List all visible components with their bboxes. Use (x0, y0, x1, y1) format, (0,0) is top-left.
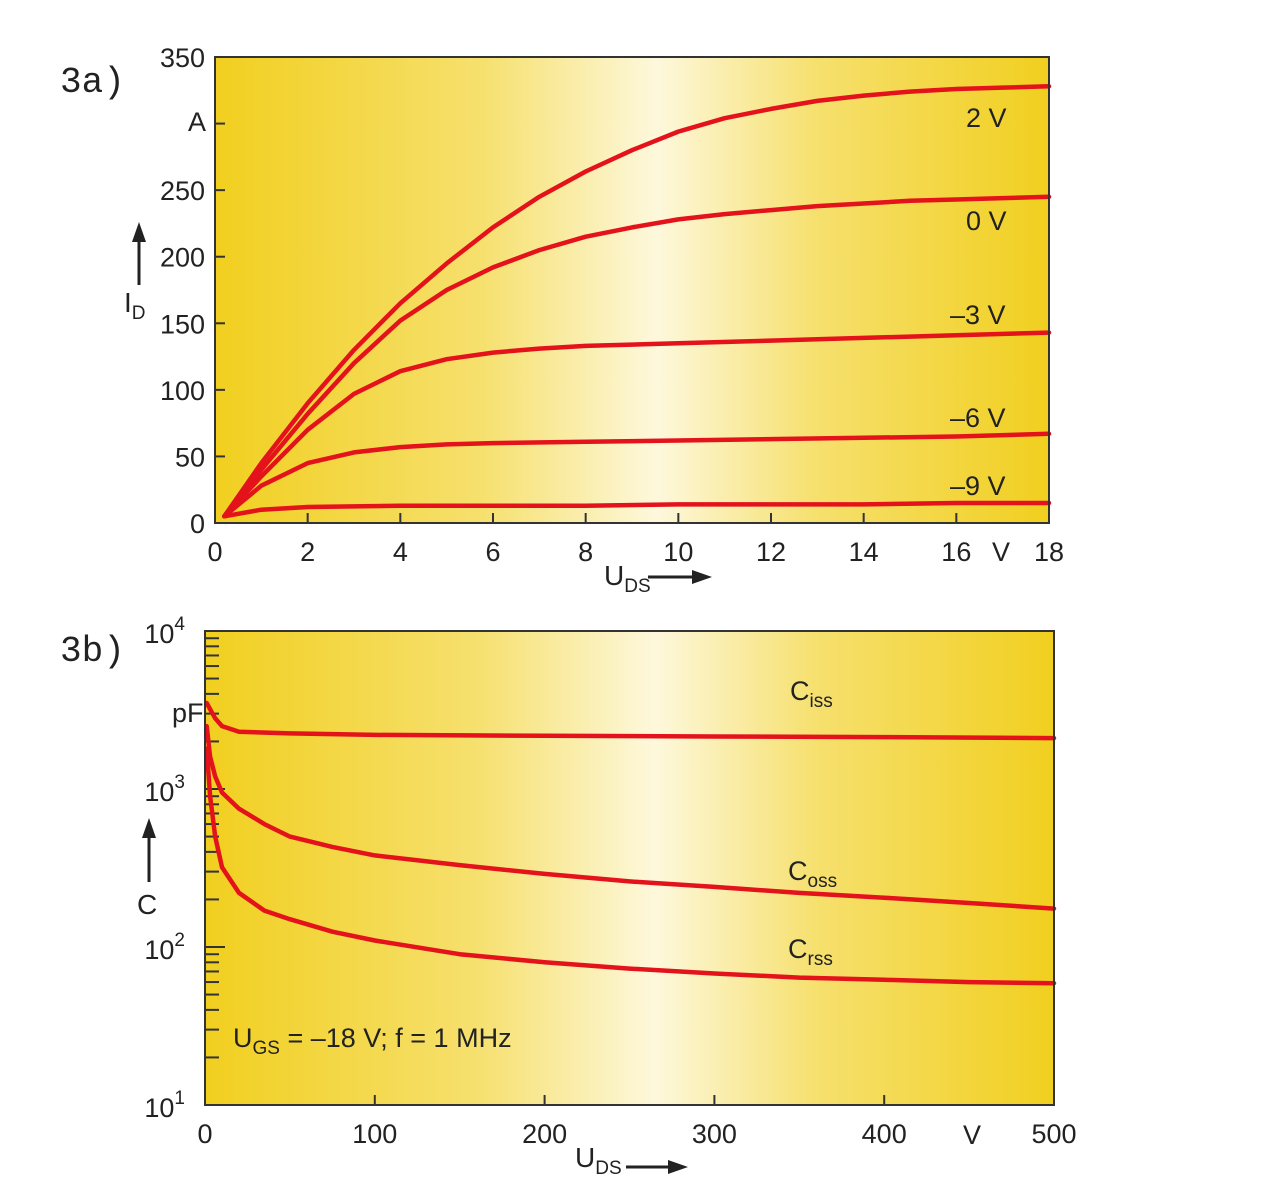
ciss-main: C (790, 676, 810, 706)
y-tick-label: 104 (144, 614, 185, 649)
curve-label-2V: 2 V (966, 103, 1007, 133)
x-unit-3a: V (992, 537, 1010, 567)
ciss-sub: iss (810, 691, 833, 712)
x-tick-label: 0 (207, 537, 222, 567)
curve-label-m3V: –3 V (950, 300, 1006, 330)
annotation-u-sub: GS (253, 1038, 280, 1059)
curve-label-crss: Crss (788, 934, 833, 970)
y-axis-label-3b: C (137, 818, 157, 920)
series-line-3a-2 (222, 330, 1052, 519)
coss-main: C (788, 856, 808, 886)
x-tick-label: 10 (663, 537, 693, 567)
y-tick-base: 10 (144, 619, 174, 649)
curve-label-coss: Coss (788, 856, 837, 892)
y-tick-label: 150 (160, 309, 205, 339)
crss-sub: rss (808, 949, 833, 970)
curve-label-m6V: –6 V (950, 403, 1006, 433)
y-tick-exp: 1 (174, 1088, 185, 1109)
x-axis-arrow-head-icon (692, 570, 712, 584)
y-unit-3b: pF (172, 698, 204, 728)
x-tick-label: 14 (849, 537, 879, 567)
y-tick-label: 350 (160, 43, 205, 73)
curves-3a (222, 84, 1052, 519)
x-axis-arrow-head-icon-b (668, 1160, 688, 1174)
x-tick-label: 300 (692, 1119, 737, 1149)
x-tick-label: 8 (578, 537, 593, 567)
x-label-sub-b: DS (595, 1158, 621, 1179)
condition-annotation: UGS = –18 V; f = 1 MHz (233, 1023, 512, 1059)
x-tick-label: 200 (522, 1119, 567, 1149)
y-tick-base: 10 (144, 1093, 174, 1123)
y-tick-label: 101 (144, 1088, 185, 1123)
x-label-sub: DS (624, 576, 650, 597)
y-tick-label: 250 (160, 176, 205, 206)
y-tick-exp: 2 (174, 930, 185, 951)
x-tick-label: 18 (1034, 537, 1064, 567)
series-line-3b-1 (204, 723, 1057, 911)
y-axis-label-3a: ID (124, 222, 146, 324)
x-label-main: U (604, 560, 624, 591)
series-line-3b-0 (204, 700, 1057, 741)
plot-frame-3b (204, 630, 1055, 1106)
x-tick-label: 0 (197, 1119, 212, 1149)
x-unit-3b: V (963, 1120, 981, 1150)
y-tick-exp: 4 (174, 614, 185, 635)
panel-label-3b: 3b) (60, 631, 125, 672)
y-tick-label: 103 (144, 772, 185, 807)
x-axis-label-3a-text: UDS (604, 560, 651, 597)
y-tick-base: 10 (144, 777, 174, 807)
x-tick-label: 500 (1031, 1119, 1076, 1149)
x-tick-label: 100 (352, 1119, 397, 1149)
x-axis-label-3b: UDS (575, 1142, 688, 1179)
y-tick-label: 50 (175, 442, 205, 472)
x-tick-label: 400 (862, 1119, 907, 1149)
series-line-3b-2 (204, 746, 1057, 986)
crss-main: C (788, 934, 808, 964)
x-axis-label-3b-text: UDS (575, 1142, 622, 1179)
coss-sub: oss (808, 871, 838, 892)
curves-3b (204, 700, 1057, 986)
y-label-sub: D (132, 303, 146, 324)
y-tick-label: 100 (160, 376, 205, 406)
annotation-text: = –18 V; f = 1 MHz (280, 1023, 512, 1053)
y-tick-label: 0 (190, 509, 205, 539)
series-line-3a-3 (222, 431, 1052, 519)
curve-label-0V: 0 V (966, 206, 1007, 236)
series-line-3a-4 (222, 500, 1052, 519)
tick-group-3a: 0 2 4 6 8 10 12 14 16 18 0 50 100 150 200 250 350 (160, 43, 1064, 567)
y-label-main: I (124, 287, 132, 318)
x-tick-label: 6 (485, 537, 500, 567)
panel-label-3a: 3a) (60, 62, 125, 103)
y-tick-label: 200 (160, 243, 205, 273)
plot-area-3b (205, 631, 1054, 1105)
curve-label-m9V: –9 V (950, 471, 1006, 501)
series-line-3a-0 (222, 84, 1052, 519)
x-axis-label-3a: UDS (604, 560, 712, 597)
x-tick-label: 12 (756, 537, 786, 567)
x-tick-label: 16 (941, 537, 971, 567)
y-tick-exp: 3 (174, 772, 185, 793)
y-tick-label: 102 (144, 930, 185, 965)
y-axis-label-3a-text: ID (124, 287, 146, 324)
y-unit-3a: A (188, 107, 206, 137)
curve-label-ciss: Ciss (790, 676, 833, 712)
plot-area-3a (215, 57, 1049, 523)
series-line-3a-1 (222, 194, 1052, 519)
y-axis-arrow-head-icon-b (142, 818, 156, 838)
y-axis-arrow-head-icon (132, 222, 146, 242)
y-axis-label-3b-text: C (137, 889, 157, 920)
x-tick-label: 2 (300, 537, 315, 567)
plot-frame-3a (214, 56, 1050, 524)
x-label-main-b: U (575, 1142, 595, 1173)
chart-3a: 3a) 0 2 4 6 8 10 12 14 16 18 0 50 100 150 200 250 350 2 … (60, 43, 1064, 597)
y-tick-base: 10 (144, 935, 174, 965)
x-tick-label: 4 (393, 537, 408, 567)
annotation-u: U (233, 1023, 253, 1053)
